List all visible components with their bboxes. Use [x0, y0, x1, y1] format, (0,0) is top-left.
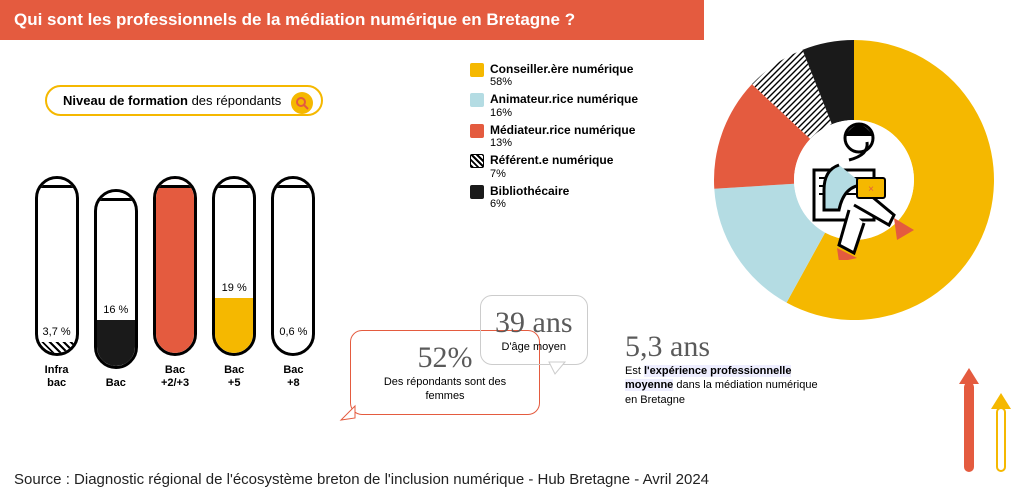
legend-row: Bibliothécaire6% [470, 184, 638, 210]
legend-row: Médiateur.rice numérique13% [470, 123, 638, 149]
stat-exp-value: 5,3 ans [625, 330, 825, 364]
education-search-pill: Niveau de formation des répondants [45, 85, 323, 116]
title-bar: Qui sont les professionnels de la médiat… [0, 0, 704, 40]
legend-row: Conseiller.ère numérique58% [470, 62, 638, 88]
education-tube-chart: 3,7 % Infrabac 16 % Bac 60,7 % Bac+2/+3 … [30, 130, 320, 390]
person-illustration: × [779, 100, 929, 260]
legend-row: Animateur.rice numérique16% [470, 92, 638, 118]
stat-age: 39 ans D'âge moyen [480, 295, 588, 365]
stat-exp-label: Est l'expérience professionnelle moyenne… [625, 364, 825, 407]
search-icon [291, 92, 313, 114]
arrow-decoration-yellow [996, 407, 1006, 472]
search-label-bold: Niveau de formation [63, 93, 188, 108]
tube-bar: 0,6 % Bac+8 [267, 176, 320, 390]
page-title: Qui sont les professionnels de la médiat… [14, 10, 575, 30]
legend-row: Référent.e numérique7% [470, 153, 638, 179]
tube-bar: 60,7 % Bac+2/+3 [148, 176, 201, 390]
roles-donut-chart: × [704, 30, 1004, 330]
tube-bar: 19 % Bac+5 [208, 176, 261, 390]
tube-bar: 3,7 % Infrabac [30, 176, 83, 390]
arrow-decoration-orange [964, 382, 974, 472]
svg-text:×: × [868, 184, 874, 195]
stat-experience: 5,3 ans Est l'expérience professionnelle… [625, 330, 825, 407]
source-text: Source : Diagnostic régional de l'écosys… [14, 471, 709, 488]
stat-age-label: D'âge moyen [495, 340, 573, 354]
search-label-rest: des répondants [188, 93, 281, 108]
stat-women-label: Des répondants sont des femmes [365, 375, 525, 404]
stat-age-value: 39 ans [495, 306, 573, 340]
tube-bar: 16 % Bac [89, 189, 142, 390]
donut-legend: Conseiller.ère numérique58% Animateur.ri… [470, 62, 638, 214]
